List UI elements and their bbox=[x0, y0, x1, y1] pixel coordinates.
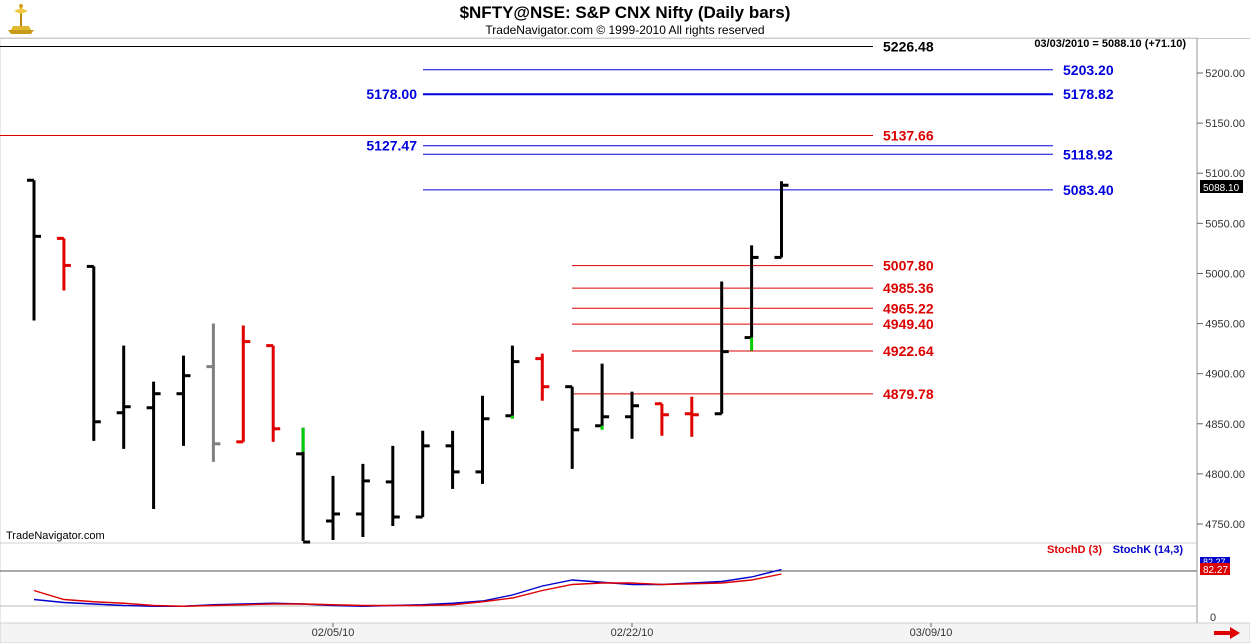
ohlc-bar[interactable] bbox=[565, 385, 580, 469]
ohlc-bar[interactable] bbox=[355, 463, 370, 538]
ohlc-bar[interactable] bbox=[445, 430, 460, 489]
ohlc-bar[interactable] bbox=[56, 236, 71, 291]
stochd-value: 82.27 bbox=[1203, 565, 1228, 576]
ohlc-bar[interactable] bbox=[744, 245, 759, 351]
stoch-zero-label: 0 bbox=[1210, 612, 1216, 624]
stochk-legend: StochK (14,3) bbox=[1113, 544, 1184, 556]
y-tick-label: 5000.00 bbox=[1205, 268, 1245, 280]
level-label: 5203.20 bbox=[1063, 62, 1114, 78]
level-label: 5083.40 bbox=[1063, 182, 1114, 198]
y-tick-label: 5100.00 bbox=[1205, 168, 1245, 180]
levels-layer: 5226.48 5203.20 5178.82 5178.00 5137.66 5127.… bbox=[0, 38, 1114, 402]
y-tick-label: 5050.00 bbox=[1205, 218, 1245, 230]
ohlc-bar[interactable] bbox=[475, 395, 490, 484]
y-tick-label: 4800.00 bbox=[1205, 469, 1245, 481]
watermark: TradeNavigator.com bbox=[6, 530, 105, 542]
last-price-tag-text: 5088.10 bbox=[1203, 183, 1240, 194]
level-label: 5178.82 bbox=[1063, 86, 1114, 102]
stoch-series-line bbox=[33, 573, 782, 607]
level-label: 5226.48 bbox=[883, 38, 934, 54]
ohlc-bar[interactable] bbox=[415, 430, 430, 519]
y-tick-label: 5200.00 bbox=[1205, 68, 1245, 80]
ohlc-bar[interactable] bbox=[86, 264, 101, 441]
ohlc-bar[interactable] bbox=[654, 402, 669, 436]
ohlc-bar[interactable] bbox=[774, 181, 789, 259]
ohlc-bar[interactable] bbox=[505, 345, 520, 419]
stoch-series-line bbox=[33, 568, 782, 607]
level-label: 4922.64 bbox=[883, 343, 934, 359]
y-tick-label: 4850.00 bbox=[1205, 419, 1245, 431]
level-label: 4965.22 bbox=[883, 300, 934, 316]
chart-header: $NFTY@NSE: S&P CNX Nifty (Daily bars) Tr… bbox=[0, 0, 1250, 39]
last-price-tag bbox=[1200, 180, 1243, 193]
x-axis-ticks: 02/05/10 02/22/10 03/09/10 bbox=[312, 623, 953, 639]
ohlc-bar[interactable] bbox=[27, 178, 41, 321]
stochd-value-tag bbox=[1200, 563, 1230, 575]
y-tick-label: 5150.00 bbox=[1205, 118, 1245, 130]
level-label: 4949.40 bbox=[883, 316, 934, 332]
price-panel-frame bbox=[0, 37, 1198, 544]
x-tick-label: 02/22/10 bbox=[611, 627, 654, 639]
time-axis bbox=[0, 622, 1250, 643]
copyright-subtitle: TradeNavigator.com © 1999-2010 All right… bbox=[485, 23, 765, 37]
stochk-value: 82.27 bbox=[1203, 557, 1226, 567]
ohlc-bar[interactable] bbox=[385, 445, 400, 527]
ohlc-bar[interactable] bbox=[684, 396, 699, 437]
ohlc-bar[interactable] bbox=[146, 381, 161, 509]
ohlc-bar[interactable] bbox=[535, 353, 550, 401]
level-label: 5137.66 bbox=[883, 127, 934, 143]
ohlc-bar[interactable] bbox=[206, 323, 221, 462]
stochk-value-tag bbox=[1200, 557, 1230, 566]
level-label: 5007.80 bbox=[883, 258, 934, 274]
scroll-right-arrow-icon[interactable] bbox=[1212, 626, 1242, 640]
x-tick-label: 03/09/10 bbox=[910, 627, 953, 639]
y-tick-label: 4900.00 bbox=[1205, 369, 1245, 381]
ohlc-bar[interactable] bbox=[326, 475, 340, 541]
stochd-legend: StochD (3) bbox=[1047, 544, 1102, 556]
ohlc-bar[interactable] bbox=[296, 427, 311, 544]
y-tick-label: 4750.00 bbox=[1205, 519, 1245, 531]
level-label: 4879.78 bbox=[883, 386, 934, 402]
ohlc-bar[interactable] bbox=[266, 344, 281, 442]
level-label: 5127.47 bbox=[366, 138, 417, 154]
level-label: 4985.36 bbox=[883, 280, 934, 296]
ohlc-bar[interactable] bbox=[625, 391, 639, 439]
ohlc-bar[interactable] bbox=[236, 325, 251, 444]
y-axis-ticks: 4750.00 4800.00 4850.00 4900.00 4950.00 5000.… bbox=[1197, 68, 1245, 531]
chart-title: $NFTY@NSE: S&P CNX Nifty (Daily bars) bbox=[459, 3, 791, 22]
ohlc-bar[interactable] bbox=[595, 363, 610, 430]
y-tick-label: 4950.00 bbox=[1205, 319, 1245, 331]
ohlc-bar[interactable] bbox=[714, 281, 729, 416]
ohlc-bar[interactable] bbox=[176, 355, 191, 446]
stochastic-layer bbox=[0, 568, 1197, 607]
trade-navigator-logo-icon[interactable] bbox=[4, 2, 38, 36]
x-tick-label: 02/05/10 bbox=[312, 627, 355, 639]
ohlc-bar[interactable] bbox=[116, 345, 131, 449]
bars-layer bbox=[27, 178, 789, 544]
level-label: 5118.92 bbox=[1063, 146, 1113, 162]
last-bar-info: 03/03/2010 = 5088.10 (+71.10) bbox=[1034, 38, 1186, 50]
level-label-left: 5178.00 bbox=[366, 86, 417, 102]
